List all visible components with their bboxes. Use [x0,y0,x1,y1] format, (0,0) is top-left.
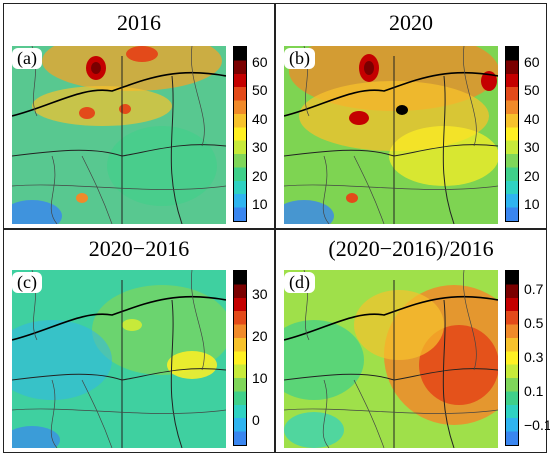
county-boundary [12,184,226,190]
map-svg [284,46,498,224]
province-boundary [12,71,226,117]
county-boundary [284,408,498,414]
map-blob [32,86,172,126]
panel-b: 2020 [275,3,547,229]
map-hotspot [119,104,131,114]
colorbar-tick-label: 0.5 [524,315,544,332]
map-svg [12,270,226,448]
colorbar [233,46,247,222]
map-hotspot [349,111,369,125]
map-blob [122,319,142,331]
map-blob [284,320,364,400]
map-svg [12,46,226,224]
panel-title: 2020 [389,10,433,35]
map-blob [354,290,444,360]
colorbar-tick-label: 30 [524,139,540,156]
panel-label: (d) [284,272,315,293]
map-blob [284,412,344,448]
panel-a: 2016 [3,3,275,229]
colorbar-tick-label: 60 [252,54,268,71]
county-boundary [190,46,205,147]
panel-title: 2016 [117,10,161,35]
province-boundary [442,299,455,448]
province-boundary [170,299,183,448]
county-boundary [322,155,330,224]
concentration-map [12,46,226,224]
map-hotspot [364,61,374,75]
colorbar-tick-label: 20 [524,167,540,184]
province-boundary [12,295,226,341]
map-blob [42,46,222,91]
colorbar-tick-label: 50 [524,82,540,99]
province-boundary [284,295,498,341]
colorbar-tick-label: 10 [524,195,540,212]
colorbar-tick-label: 30 [252,286,268,303]
map-blob [284,200,334,224]
colorbar-tick-label: −0.1 [524,416,550,433]
colorbar-tick-label: 0.7 [524,281,544,298]
map-hotspot [396,105,408,115]
county-boundary [462,46,477,147]
county-boundary [50,379,58,448]
colorbar-tick-label: 40 [524,110,540,127]
panel-d: (2020−2016)/2016 (d) 0.7 0 [275,229,550,453]
colorbar-tick-label: 40 [252,110,268,127]
colorbar [505,46,519,222]
map-hotspot [76,193,88,203]
colorbar [505,270,519,446]
relative-change-map [284,270,498,448]
map-blob [167,351,217,379]
colorbar-tick-label: 10 [252,369,268,386]
colorbar-tick-label: 0.3 [524,349,544,365]
map-hotspot [79,107,95,119]
map-hotspot [91,62,101,74]
colorbar-tick-label: 60 [524,54,540,71]
difference-map [12,270,226,448]
map-blob [12,200,62,224]
panel-label: (b) [284,48,315,69]
colorbar-tick-label: 20 [252,328,268,345]
panel-title: (2020−2016)/2016 [328,236,494,261]
colorbar-tick-label: 50 [252,82,268,99]
concentration-map [284,46,498,224]
map-blob [107,126,217,206]
panel-label: (c) [12,272,42,293]
colorbar-tick-label: 0.1 [524,382,544,399]
county-boundary [190,270,205,371]
province-boundary [170,75,183,224]
map-hotspot [126,46,158,62]
map-hotspot [346,193,358,203]
province-boundary [442,75,455,224]
province-boundary [284,71,498,117]
panel-label: (a) [12,48,42,69]
panel-c: 2020−2016 (c) 30 20 10 0 [3,229,275,453]
colorbar-tick-label: 0 [252,411,260,428]
map-blob [419,325,498,405]
colorbar-tick-label: 10 [252,195,268,212]
map-blob [12,426,60,448]
map-svg [284,270,498,448]
map-hotspot [481,71,497,91]
county-boundary [50,155,58,224]
colorbar [233,270,247,446]
colorbar-tick-label: 20 [252,167,268,184]
county-boundary [12,408,226,414]
colorbar-tick-label: 30 [252,139,268,156]
panel-title: 2020−2016 [88,236,190,261]
map-blob [12,320,112,400]
county-boundary [322,379,330,448]
county-boundary [284,184,498,190]
county-boundary [462,270,477,371]
